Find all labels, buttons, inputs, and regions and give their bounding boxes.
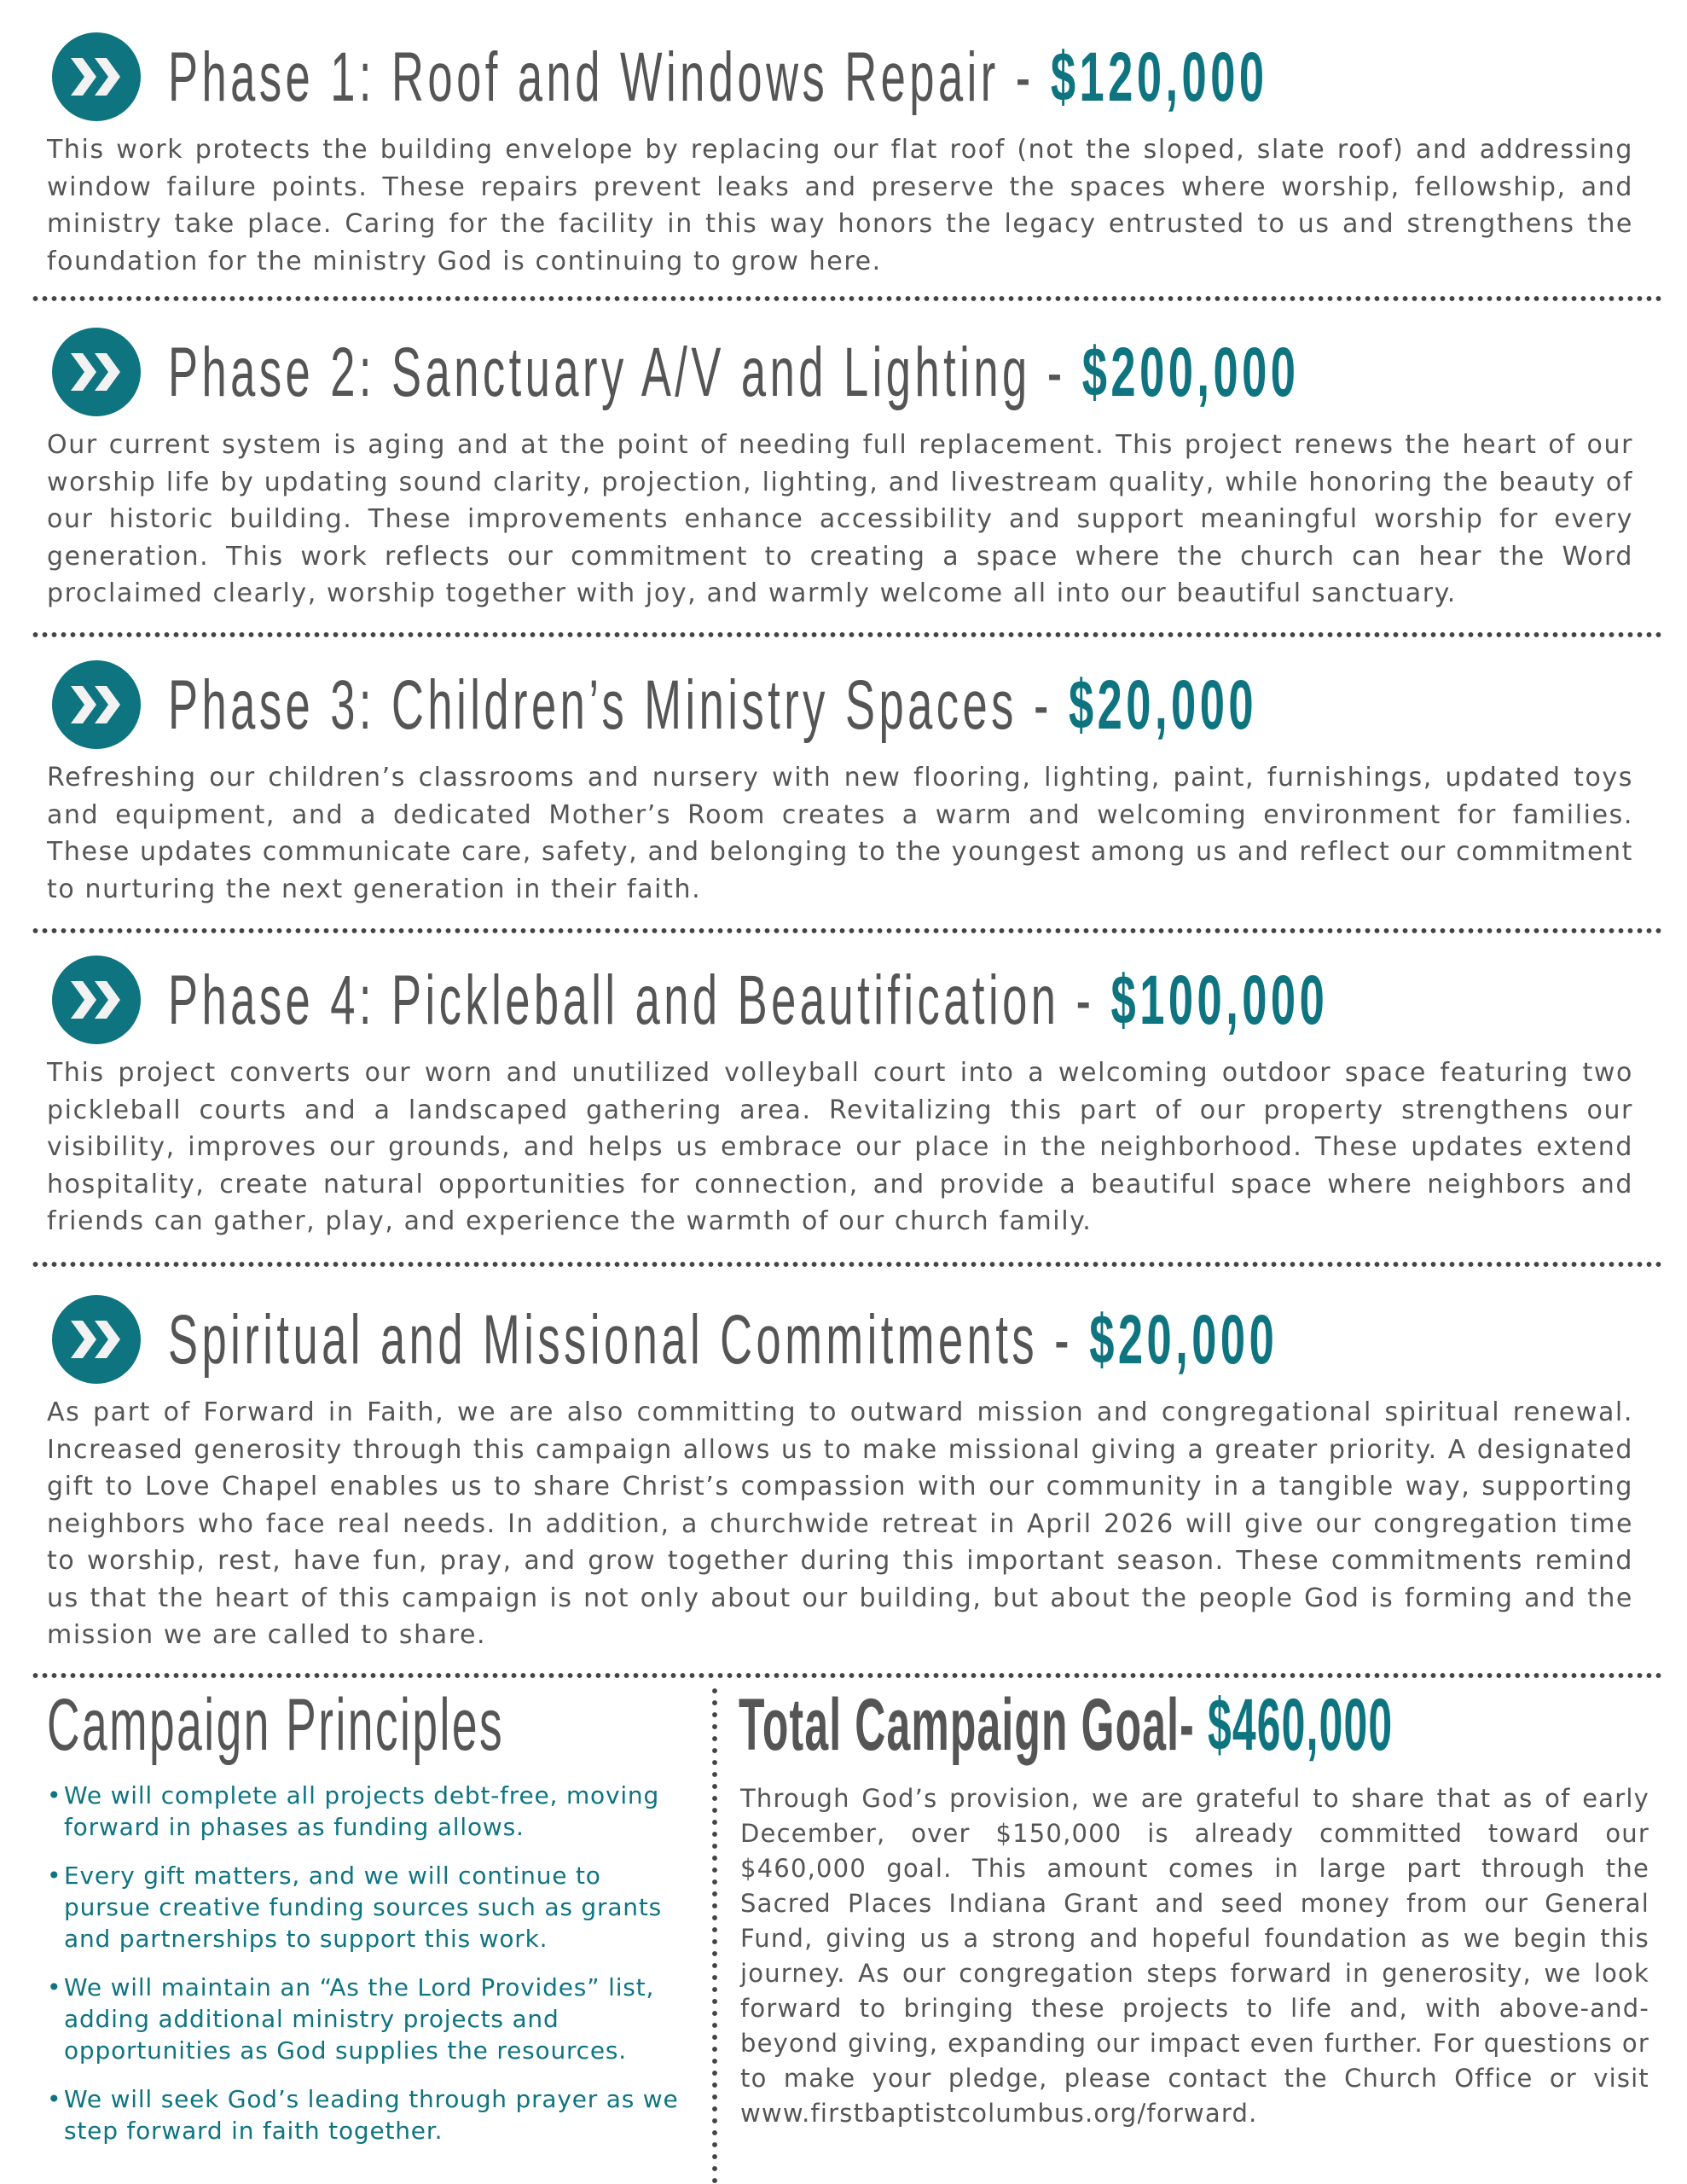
phase-title-text: Phase 1: Roof and Windows Repair - bbox=[168, 38, 1051, 116]
dotted-divider bbox=[31, 1261, 1661, 1268]
phase-amount: $20,000 bbox=[1089, 1301, 1278, 1379]
goal-amount: $460,000 bbox=[1207, 1684, 1394, 1766]
missional-section: Spiritual and Missional Commitments - $2… bbox=[47, 1293, 1633, 1654]
phase-amount: $100,000 bbox=[1110, 961, 1329, 1039]
phase-2-section: Phase 2: Sanctuary A/V and Lighting - $2… bbox=[47, 326, 1633, 613]
phase-title-text: Phase 3: Children’s Ministry Spaces - bbox=[168, 666, 1069, 744]
vertical-dotted-divider bbox=[711, 1685, 718, 2184]
goal-title: Total Campaign Goal- $460,000 bbox=[739, 1682, 1393, 1768]
phase-title-text: Phase 4: Pickleball and Beautification - bbox=[168, 961, 1111, 1039]
phase-amount: $20,000 bbox=[1068, 666, 1258, 744]
phase-title: Phase 2: Sanctuary A/V and Lighting - $2… bbox=[168, 326, 1299, 420]
phase-4-section: Phase 4: Pickleball and Beautification -… bbox=[47, 954, 1633, 1240]
principle-text: We will complete all projects debt-free,… bbox=[64, 1781, 660, 1841]
phase-amount: $120,000 bbox=[1050, 38, 1268, 116]
principle-item: • We will seek God’s leading through pray… bbox=[47, 2083, 695, 2146]
principle-text: Every gift matters, and we will continue… bbox=[64, 1862, 662, 1953]
principle-text: We will maintain an “As the Lord Provide… bbox=[64, 1973, 655, 2065]
principle-item: • Every gift matters, and we will continu… bbox=[47, 1860, 695, 1955]
principle-text: We will seek God’s leading through praye… bbox=[64, 2085, 679, 2145]
dotted-divider bbox=[31, 295, 1661, 302]
phase-heading: Phase 3: Children’s Ministry Spaces - $2… bbox=[47, 659, 1633, 752]
double-chevron-right-circle-icon bbox=[52, 956, 141, 1044]
dotted-divider bbox=[31, 1672, 1661, 1679]
phase-description: This work protects the building envelope… bbox=[47, 135, 1633, 276]
phase-title: Phase 1: Roof and Windows Repair - $120,… bbox=[168, 31, 1268, 125]
phase-title: Phase 3: Children’s Ministry Spaces - $2… bbox=[168, 659, 1257, 752]
phase-heading: Spiritual and Missional Commitments - $2… bbox=[47, 1293, 1633, 1387]
phase-amount: $200,000 bbox=[1081, 334, 1300, 411]
dotted-divider bbox=[31, 631, 1661, 638]
bullet-icon: • bbox=[47, 2085, 62, 2113]
double-chevron-right-circle-icon bbox=[52, 328, 141, 416]
phase-1-section: Phase 1: Roof and Windows Repair - $120,… bbox=[47, 31, 1633, 280]
phase-3-section: Phase 3: Children’s Ministry Spaces - $2… bbox=[47, 659, 1633, 908]
phase-description: As part of Forward in Faith, we are also… bbox=[47, 1397, 1633, 1650]
phase-description: This project converts our worn and unuti… bbox=[47, 1058, 1633, 1236]
phase-title: Phase 4: Pickleball and Beautification -… bbox=[168, 954, 1328, 1048]
goal-title-text: Total Campaign Goal- bbox=[739, 1684, 1208, 1766]
phase-heading: Phase 4: Pickleball and Beautification -… bbox=[47, 954, 1633, 1048]
phase-heading: Phase 2: Sanctuary A/V and Lighting - $2… bbox=[47, 326, 1633, 420]
bullet-icon: • bbox=[47, 1781, 62, 1809]
phase-description: Refreshing our children’s classrooms and… bbox=[47, 763, 1633, 904]
goal-description: Through God’s provision, we are grateful… bbox=[740, 1784, 1649, 2128]
double-chevron-right-circle-icon bbox=[52, 32, 141, 121]
principles-title: Campaign Principles bbox=[47, 1684, 505, 1766]
double-chevron-right-circle-icon bbox=[52, 1295, 141, 1384]
phase-heading: Phase 1: Roof and Windows Repair - $120,… bbox=[47, 31, 1633, 125]
principle-item: • We will maintain an “As the Lord Provid… bbox=[47, 1972, 695, 2066]
bullet-icon: • bbox=[47, 1973, 62, 2001]
bullet-icon: • bbox=[47, 1862, 62, 1890]
phase-title-text: Spiritual and Missional Commitments - bbox=[168, 1301, 1090, 1379]
dotted-divider bbox=[31, 927, 1661, 934]
phase-title-text: Phase 2: Sanctuary A/V and Lighting - bbox=[168, 334, 1082, 411]
principle-item: • We will complete all projects debt-free… bbox=[47, 1780, 695, 1843]
double-chevron-right-circle-icon bbox=[52, 660, 141, 749]
principles-list: • We will complete all projects debt-free… bbox=[47, 1780, 695, 2164]
phase-description: Our current system is aging and at the p… bbox=[47, 430, 1633, 608]
phase-title: Spiritual and Missional Commitments - $2… bbox=[168, 1293, 1278, 1387]
